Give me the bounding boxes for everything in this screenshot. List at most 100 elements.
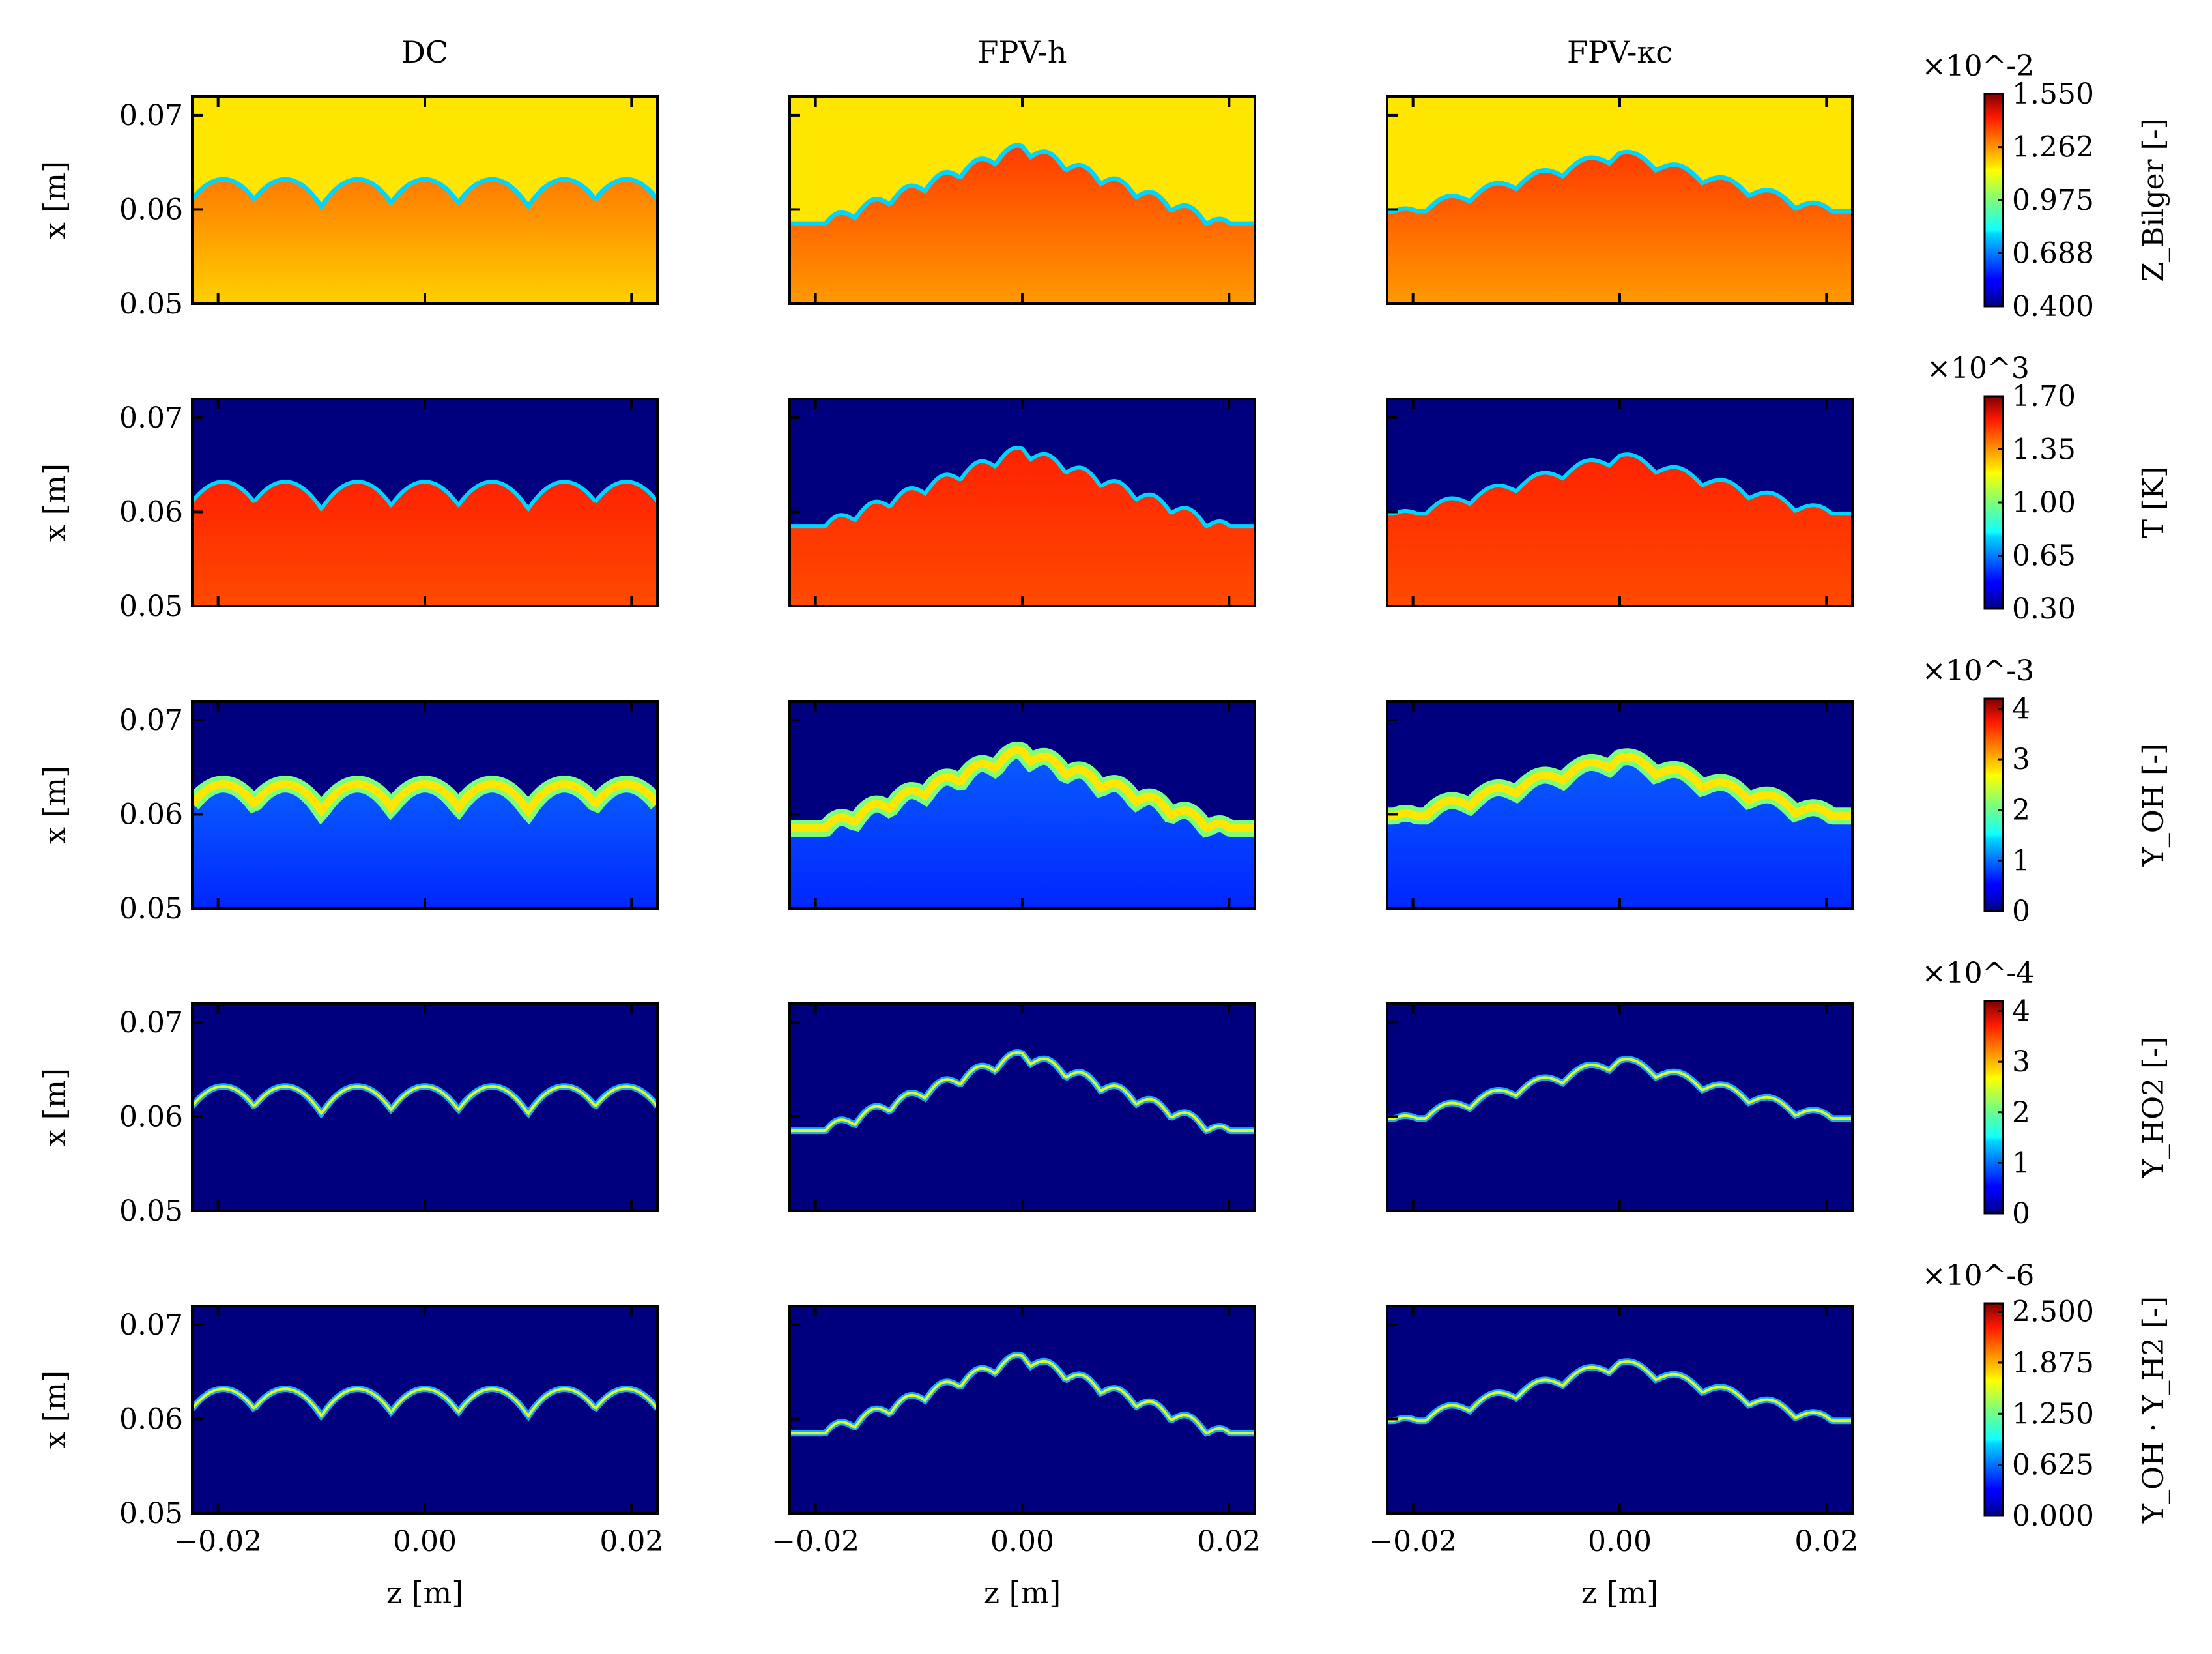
y-tick-label: 0.07 bbox=[119, 1309, 183, 1342]
colorbar-label: T [K] bbox=[2137, 467, 2170, 539]
panel-YOH-0: 0.05 0.06 0.07 x [m] bbox=[37, 700, 659, 925]
x-axis-label: z [m] bbox=[984, 1575, 1061, 1610]
heatmap-burned-region bbox=[790, 750, 1255, 908]
colorbar-YHO2: 0 1 2 3 4 Y_HO2 [-] ×10^-4 bbox=[1922, 957, 2170, 1230]
colorbar-frame bbox=[1983, 697, 2004, 912]
colorbar-tick-label: 0.625 bbox=[2012, 1449, 2094, 1482]
colorbar-tick-label: 1.35 bbox=[2012, 433, 2076, 467]
heatmap-front bbox=[192, 177, 657, 210]
panel-YHO2-2 bbox=[1386, 1002, 1854, 1212]
colorbar-tick-label: 1.550 bbox=[2012, 78, 2094, 111]
heatmap-front bbox=[192, 480, 657, 512]
colorbar-tick-label: 0.975 bbox=[2012, 184, 2094, 217]
colorbar-gradient bbox=[1985, 699, 2003, 911]
x-axis-label: z [m] bbox=[386, 1575, 463, 1610]
colorbar-multiplier: ×10^-2 bbox=[1922, 50, 2035, 83]
x-tick-label: 0.02 bbox=[599, 1525, 663, 1558]
heatmap-burned-region bbox=[192, 482, 657, 606]
y-tick-label: 0.06 bbox=[119, 1100, 183, 1133]
y-tick-label: 0.05 bbox=[119, 287, 183, 321]
heatmap-front-peak bbox=[1387, 1058, 1852, 1120]
y-tick-label: 0.05 bbox=[119, 892, 183, 925]
x-tick-label: 0.02 bbox=[1197, 1525, 1261, 1558]
heatmap-burned-region bbox=[192, 784, 657, 908]
heatmap-burned-region bbox=[790, 145, 1255, 304]
colorbar-gradient bbox=[1985, 1001, 2003, 1213]
heatmap-background bbox=[192, 1306, 657, 1513]
colorbar-label: Y_OH · Y_H2 [-] bbox=[2137, 1296, 2170, 1524]
heatmap-front bbox=[1387, 149, 1852, 214]
colorbar-tick-label: 1.250 bbox=[2012, 1397, 2094, 1430]
panel-YOHYH2-2: −0.02 0.00 0.02 z [m] bbox=[1369, 1305, 1858, 1610]
panel-YHO2-1 bbox=[788, 1002, 1256, 1212]
heatmap-front-peak bbox=[790, 1354, 1255, 1435]
y-axis-label: x [m] bbox=[37, 1068, 72, 1146]
colorbar-tick-label: 4 bbox=[2012, 693, 2030, 726]
panel-zbilger-0: 0.05 0.06 0.07 x [m] bbox=[37, 95, 659, 321]
x-tick-label: 0.00 bbox=[393, 1525, 457, 1558]
panel-YHO2-0: 0.05 0.06 0.07 x [m] bbox=[37, 1002, 659, 1228]
x-tick-label: 0.00 bbox=[1588, 1525, 1652, 1558]
colorbar-YOH: 0 1 2 3 4 Y_OH [-] ×10^-3 bbox=[1922, 654, 2170, 928]
colorbar-tick-label: 1.262 bbox=[2012, 131, 2094, 164]
heatmap-front bbox=[1387, 452, 1852, 516]
x-tick-label: 0.02 bbox=[1794, 1525, 1858, 1558]
heatmap-background bbox=[790, 1004, 1255, 1211]
colorbar-tick-label: 0 bbox=[2012, 895, 2030, 928]
y-axis-label: x [m] bbox=[37, 766, 72, 844]
panel-YOHYH2-0: −0.02 0.00 0.02 0.05 0.06 0.07 x [m] z [m] bbox=[37, 1305, 663, 1610]
colorbar-multiplier: ×10^-3 bbox=[1922, 654, 2035, 688]
y-tick-label: 0.06 bbox=[119, 495, 183, 529]
panel-T-2 bbox=[1386, 398, 1854, 607]
y-tick-label: 0.06 bbox=[119, 1402, 183, 1436]
heatmap-front-peak bbox=[1387, 1360, 1852, 1423]
colorbar-tick-label: 0.000 bbox=[2012, 1500, 2094, 1533]
heatmap-burned-region bbox=[192, 179, 657, 304]
colorbar-frame bbox=[1983, 1302, 2004, 1517]
colorbar-tick-label: 3 bbox=[2012, 1045, 2030, 1079]
heatmap-burned-region bbox=[1387, 454, 1852, 606]
y-tick-label: 0.07 bbox=[119, 401, 183, 435]
heatmap-front-peak bbox=[192, 780, 657, 818]
column-title: FPV-κc bbox=[1567, 35, 1673, 70]
y-axis-label: x [m] bbox=[37, 161, 72, 239]
colorbar-tick-label: 0.65 bbox=[2012, 540, 2076, 573]
heatmap-front bbox=[790, 446, 1255, 529]
x-axis-label: z [m] bbox=[1581, 1575, 1658, 1610]
panel-T-0: 0.05 0.06 0.07 x [m] bbox=[37, 398, 659, 623]
colorbar-tick-label: 2 bbox=[2012, 1096, 2030, 1129]
heatmap-front-peak bbox=[1387, 753, 1852, 820]
colorbar-tick-label: 0 bbox=[2012, 1197, 2030, 1230]
colorbar-tick-label: 1 bbox=[2012, 1146, 2030, 1180]
colorbar-label: Z_Bilger [-] bbox=[2137, 118, 2170, 282]
colorbar-multiplier: ×10^-4 bbox=[1922, 957, 2035, 990]
colorbar-tick-label: 3 bbox=[2012, 743, 2030, 776]
heatmap-front-peak bbox=[192, 1085, 657, 1116]
colorbar-multiplier: ×10^-6 bbox=[1922, 1259, 2035, 1292]
x-tick-label: −0.02 bbox=[174, 1525, 262, 1558]
heatmap-background bbox=[790, 1306, 1255, 1513]
panel-T-1 bbox=[788, 398, 1256, 607]
panel-zbilger-1 bbox=[788, 95, 1256, 305]
colorbar-tick-label: 4 bbox=[2012, 995, 2030, 1028]
colorbar-zbilger: 0.400 0.688 0.975 1.262 1.550 Z_Bilger [-] ×10… bbox=[1922, 50, 2170, 323]
x-tick-label: −0.02 bbox=[1369, 1525, 1457, 1558]
x-tick-label: 0.00 bbox=[990, 1525, 1054, 1558]
column-title: FPV-h bbox=[977, 35, 1067, 70]
panel-YOH-2 bbox=[1386, 700, 1854, 910]
colorbar-frame bbox=[1983, 1000, 2004, 1215]
colorbar-tick-label: 0.688 bbox=[2012, 237, 2094, 270]
heatmap-front-peak bbox=[790, 1051, 1255, 1133]
heatmap-front bbox=[790, 143, 1255, 226]
heatmap-background bbox=[192, 1004, 657, 1211]
colorbar-T: 0.30 0.65 1.00 1.35 1.70 T [K] ×10^3 bbox=[1927, 352, 2170, 626]
panel-YOH-1 bbox=[788, 700, 1256, 910]
panel-YOHYH2-1: −0.02 0.00 0.02 z [m] bbox=[771, 1305, 1261, 1610]
y-tick-label: 0.06 bbox=[119, 193, 183, 226]
y-axis-label: x [m] bbox=[37, 463, 72, 542]
colorbar-tick-label: 0.400 bbox=[2012, 290, 2094, 323]
colorbar-gradient bbox=[1985, 1303, 2003, 1516]
colorbar-label: Y_HO2 [-] bbox=[2137, 1037, 2170, 1179]
heatmap-burned-region bbox=[790, 448, 1255, 606]
